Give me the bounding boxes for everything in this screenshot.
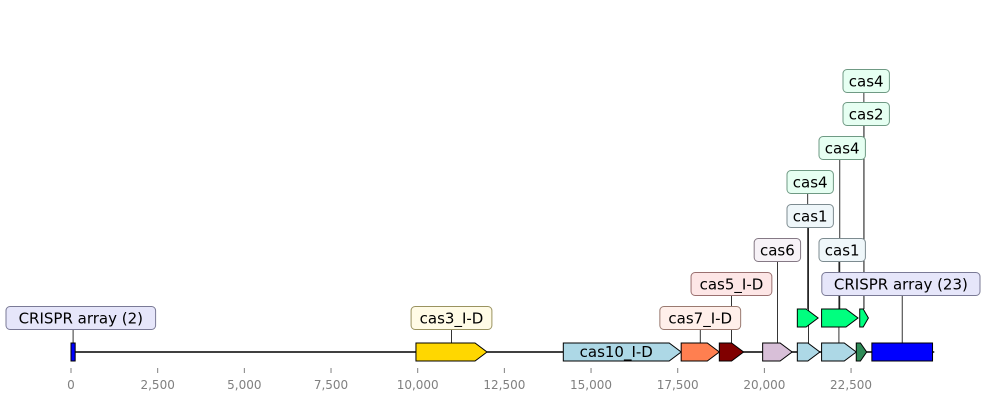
label-box-cas7	[659, 306, 742, 330]
gene-feature-cas6	[762, 342, 793, 362]
feature-labels: cas10_I-D CRISPR array (2) cas3_I-D cas7_I-…	[5, 69, 981, 362]
gene-feature-cas4b	[821, 308, 859, 328]
label-box-crispr23	[821, 272, 981, 296]
label-box-cas4c	[842, 69, 890, 93]
gene-features	[70, 308, 934, 362]
gene-feature-cas5	[718, 342, 745, 362]
label-connectors	[72, 92, 903, 343]
gene-label-cas10: cas10_I-D	[580, 343, 653, 362]
axis-tick-label: 2,500	[140, 378, 174, 392]
axis-tick-label: 17,500	[657, 378, 699, 392]
gene-feature-cas2b	[859, 308, 869, 328]
axis-tick-label: 10,000	[397, 378, 439, 392]
axis-tick-label: 12,500	[483, 378, 525, 392]
gene-feature-crispr2	[70, 342, 76, 362]
label-box-cas4b	[818, 136, 866, 160]
gene-label-crispr2: CRISPR array (2)	[19, 310, 143, 328]
label-box-cas2b	[842, 102, 890, 126]
gene-feature-cas10	[562, 342, 683, 362]
gene-label-cas3: cas3_I-D	[420, 310, 484, 329]
gene-feature-cas7	[680, 342, 721, 362]
gene-feature-cas2a	[855, 342, 868, 362]
gene-feature-cas4a	[796, 308, 819, 328]
gene-label-crispr23: CRISPR array (23)	[834, 276, 968, 294]
label-box-cas3	[410, 306, 493, 330]
gene-label-cas4c: cas4	[849, 73, 884, 91]
axis-tick-label: 22,500	[830, 378, 872, 392]
gene-label-cas6: cas6	[760, 242, 795, 260]
axis-tick-label: 5,000	[227, 378, 261, 392]
gene-label-cas1a: cas1	[793, 208, 828, 226]
gene-feature-cas3	[415, 342, 488, 362]
label-box-cas1a	[786, 204, 834, 228]
gene-label-cas4b: cas4	[825, 140, 860, 158]
label-box-cas1b	[818, 238, 866, 262]
label-box-cas4a	[786, 170, 834, 194]
gene-feature-cas1b	[821, 342, 858, 362]
gene-label-cas1b: cas1	[825, 242, 860, 260]
gene-feature-crispr23	[871, 342, 934, 362]
label-box-cas6	[753, 238, 802, 262]
gene-feature-cas1a	[796, 342, 821, 362]
label-box-crispr2	[5, 306, 157, 330]
axis-tick-label: 15,000	[570, 378, 612, 392]
gene-label-cas7: cas7_I-D	[668, 310, 732, 329]
gene-label-cas5: cas5_I-D	[700, 276, 764, 295]
label-box-cas5	[690, 272, 773, 296]
gene-label-cas4a: cas4	[793, 174, 828, 192]
axis-tick-label: 0	[67, 378, 75, 392]
coordinate-axis: 0 2,500 5,000 7,500 10,000 12,500 15,000 17,500…	[67, 368, 872, 392]
axis-tick-label: 20,000	[743, 378, 785, 392]
gene-label-cas2b: cas2	[849, 106, 884, 124]
axis-tick-label: 7,500	[314, 378, 348, 392]
